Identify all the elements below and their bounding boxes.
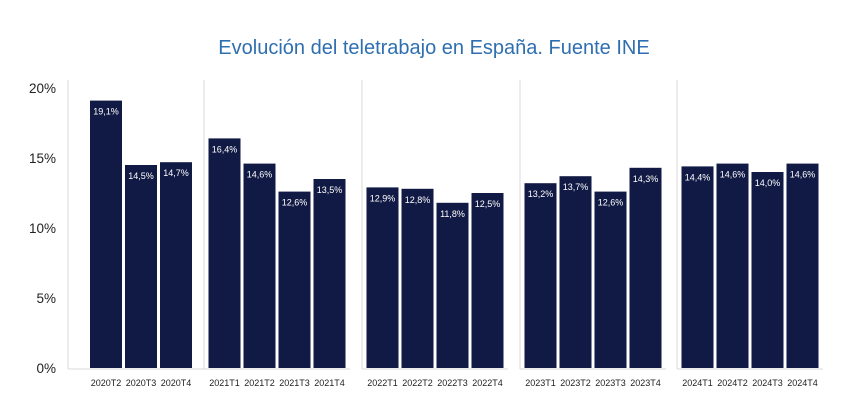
data-label: 14,0% [755, 178, 781, 188]
data-label: 14,6% [790, 170, 816, 180]
x-tick-label: 2022T1 [367, 378, 398, 388]
x-tick-label: 2022T4 [472, 378, 503, 388]
bar [751, 172, 784, 368]
data-label: 12,5% [475, 199, 501, 209]
bar [681, 166, 714, 368]
data-label: 14,7% [163, 168, 189, 178]
bar [594, 191, 627, 368]
data-label: 12,6% [598, 198, 624, 208]
panel-group: 19,1% 2020T2 14,5% 2020T3 14,7% 2020T4 [67, 80, 214, 388]
data-label: 13,5% [317, 185, 343, 195]
bar [90, 100, 122, 368]
y-tick-label: 5% [36, 291, 56, 306]
bar [559, 176, 592, 368]
bar [524, 183, 557, 368]
data-label: 13,7% [563, 182, 589, 192]
data-label: 11,8% [440, 209, 465, 219]
y-axis: 0% 5% 10% 15% 20% [29, 81, 56, 376]
x-tick-label: 2023T3 [595, 378, 626, 388]
data-label: 14,6% [720, 170, 746, 180]
x-tick-label: 2021T2 [244, 378, 275, 388]
bar [716, 163, 749, 368]
x-tick-label: 2023T4 [630, 378, 661, 388]
bar [278, 191, 311, 368]
data-label: 19,1% [93, 107, 119, 117]
panel-group: 14,4% 2024T1 14,6% 2024T2 14,0% 2024T3 14,6% 20… [676, 80, 823, 388]
x-tick-label: 2022T2 [402, 378, 433, 388]
bar [629, 167, 662, 368]
data-label: 14,3% [633, 174, 659, 184]
bar [160, 162, 192, 368]
data-label: 12,8% [405, 195, 431, 205]
data-label: 16,4% [212, 144, 238, 154]
bar [243, 163, 276, 368]
x-tick-label: 2020T2 [91, 378, 122, 388]
bar [366, 187, 399, 368]
x-tick-label: 2024T2 [717, 378, 748, 388]
x-tick-label: 2021T1 [209, 378, 240, 388]
x-tick-label: 2022T3 [437, 378, 468, 388]
data-label: 14,6% [247, 170, 273, 180]
bar [125, 165, 157, 368]
y-tick-label: 10% [29, 221, 56, 236]
y-tick-label: 15% [29, 151, 56, 166]
panel-group: 16,4% 2021T1 14,6% 2021T2 12,6% 2021T3 13,5% 20… [203, 80, 350, 388]
y-tick-label: 20% [29, 81, 56, 96]
bar [208, 138, 241, 368]
data-label: 14,4% [685, 172, 711, 182]
bar [436, 202, 469, 368]
bar [786, 163, 819, 368]
data-label: 12,9% [370, 193, 396, 203]
bar [313, 179, 346, 368]
x-tick-label: 2021T4 [314, 378, 345, 388]
x-tick-label: 2024T4 [787, 378, 818, 388]
y-tick-label: 0% [36, 361, 56, 376]
panel-group: 12,9% 2022T1 12,8% 2022T2 11,8% 2022T3 12,5% 20… [361, 80, 508, 388]
x-tick-label: 2020T3 [126, 378, 157, 388]
panel-group: 13,2% 2023T1 13,7% 2023T2 12,6% 2023T3 14,3% 20… [519, 80, 666, 388]
data-label: 14,5% [128, 171, 154, 181]
x-tick-label: 2024T1 [682, 378, 713, 388]
data-label: 12,6% [282, 198, 308, 208]
x-tick-label: 2020T4 [161, 378, 192, 388]
chart-panels: 19,1% 2020T2 14,5% 2020T3 14,7% 2020T4 16,4% 20… [67, 80, 823, 388]
data-label: 13,2% [528, 189, 554, 199]
x-tick-label: 2021T3 [279, 378, 310, 388]
x-tick-label: 2023T1 [525, 378, 556, 388]
bar [471, 193, 504, 368]
x-tick-label: 2024T3 [752, 378, 783, 388]
bar [401, 188, 434, 368]
x-tick-label: 2023T2 [560, 378, 591, 388]
chart-title: Evolución del teletrabajo en España. Fue… [218, 37, 649, 59]
